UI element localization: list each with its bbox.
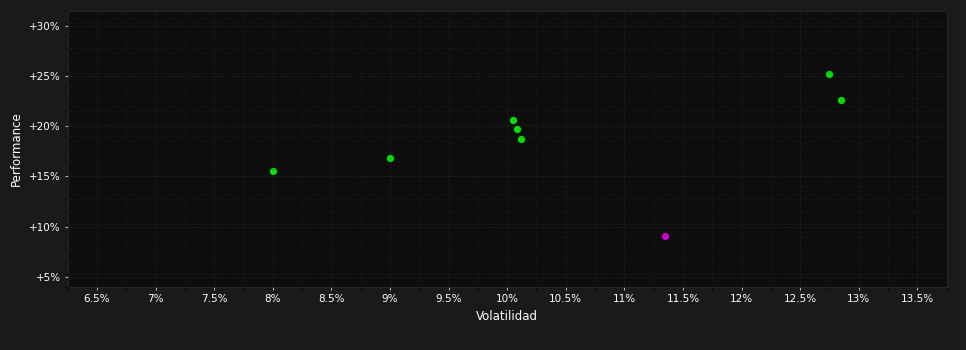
Point	[834, 97, 849, 103]
Point	[509, 126, 525, 132]
Point	[658, 233, 673, 238]
Point	[383, 155, 398, 161]
X-axis label: Volatilidad: Volatilidad	[476, 309, 538, 322]
Point	[505, 117, 521, 123]
Point	[822, 71, 838, 77]
Point	[265, 169, 280, 174]
Y-axis label: Performance: Performance	[11, 111, 23, 186]
Point	[514, 136, 529, 142]
